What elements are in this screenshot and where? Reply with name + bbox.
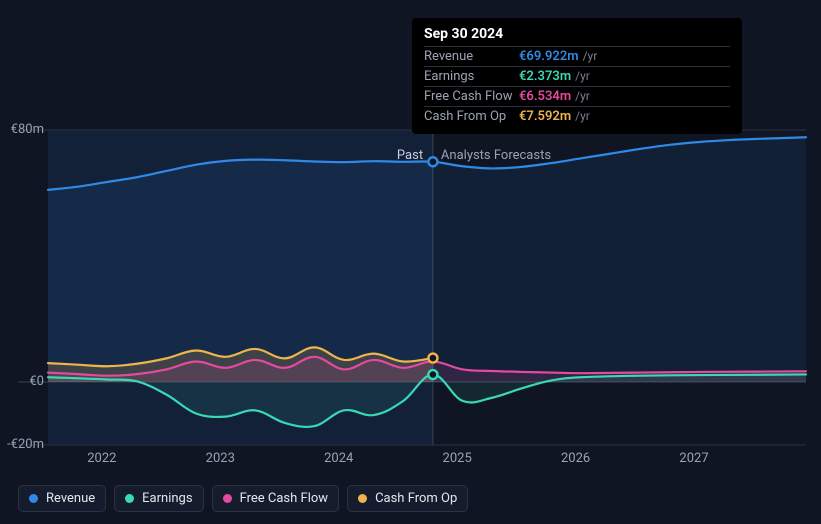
past-label: Past (397, 148, 423, 163)
y-axis-label: €0 (2, 374, 44, 389)
tooltip-row-value: €7.592m (519, 109, 571, 124)
legend-item-earnings[interactable]: Earnings (114, 485, 203, 512)
legend-dot-icon (29, 494, 38, 503)
tooltip-row-label: Free Cash Flow (424, 89, 519, 104)
x-axis-label: 2022 (87, 451, 116, 466)
earnings-marker (428, 370, 437, 379)
x-axis-label: 2023 (206, 451, 235, 466)
tooltip-row: Cash From Op€7.592m/yr (424, 106, 730, 126)
legend: Revenue Earnings Free Cash Flow Cash From O… (18, 485, 468, 512)
legend-label: Free Cash Flow (240, 491, 328, 506)
x-axis-label: 2025 (443, 451, 472, 466)
revenue-marker (428, 157, 437, 166)
tooltip-row-unit: /yr (575, 89, 590, 103)
tooltip-row: Earnings€2.373m/yr (424, 66, 730, 86)
forecast-label: Analysts Forecasts (441, 148, 551, 163)
tooltip-row-label: Cash From Op (424, 109, 519, 124)
tooltip-row-value: €2.373m (519, 69, 571, 84)
financial-chart: { "viewport": { "width": 821, "height": … (0, 0, 821, 524)
legend-label: Earnings (142, 491, 192, 506)
cash_from_op-marker (428, 354, 437, 363)
legend-dot-icon (223, 494, 232, 503)
tooltip-row: Free Cash Flow€6.534m/yr (424, 86, 730, 106)
y-axis-label: -€20m (2, 437, 44, 452)
legend-label: Cash From Op (375, 491, 457, 506)
tooltip-row: Revenue€69.922m/yr (424, 46, 730, 66)
tooltip-row-unit: /yr (583, 49, 598, 63)
y-axis-label: €80m (2, 122, 44, 137)
x-axis-label: 2024 (324, 451, 353, 466)
legend-dot-icon (125, 494, 134, 503)
x-axis-label: 2027 (679, 451, 708, 466)
x-axis-label: 2026 (561, 451, 590, 466)
tooltip-row-unit: /yr (575, 109, 590, 123)
tooltip-row-label: Earnings (424, 69, 519, 84)
legend-item-cash_from_op[interactable]: Cash From Op (347, 485, 468, 512)
tooltip-date: Sep 30 2024 (424, 26, 730, 42)
tooltip-row-label: Revenue (424, 49, 519, 64)
legend-label: Revenue (46, 491, 95, 506)
tooltip-row-value: €69.922m (519, 49, 579, 64)
legend-item-fcf[interactable]: Free Cash Flow (212, 485, 339, 512)
hover-tooltip: Sep 30 2024 Revenue€69.922m/yrEarnings€2… (412, 18, 742, 134)
legend-dot-icon (358, 494, 367, 503)
tooltip-row-unit: /yr (575, 69, 590, 83)
legend-item-revenue[interactable]: Revenue (18, 485, 106, 512)
revenue-area (48, 137, 806, 382)
tooltip-row-value: €6.534m (519, 89, 571, 104)
